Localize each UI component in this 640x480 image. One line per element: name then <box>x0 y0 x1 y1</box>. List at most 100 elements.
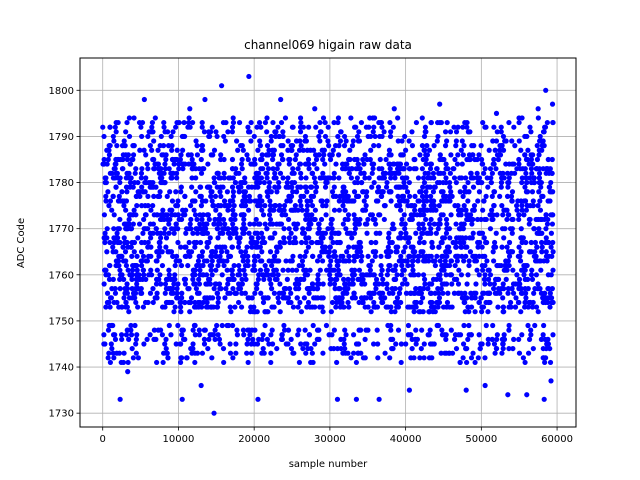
data-point <box>185 124 191 130</box>
data-point <box>162 129 168 135</box>
outlier-point <box>463 387 469 393</box>
data-point <box>303 175 309 181</box>
data-point <box>491 161 497 167</box>
data-point <box>201 341 208 347</box>
data-point <box>119 198 125 204</box>
data-point <box>224 267 230 273</box>
data-point <box>130 156 136 163</box>
data-point <box>259 249 265 255</box>
data-point <box>198 156 204 163</box>
data-point <box>235 244 242 250</box>
data-point <box>287 198 293 204</box>
data-point <box>138 170 145 176</box>
data-point <box>416 198 422 204</box>
data-point <box>506 212 512 218</box>
data-point <box>468 175 474 181</box>
data-point <box>283 184 289 190</box>
data-point <box>511 336 517 342</box>
data-point <box>215 299 221 306</box>
data-point <box>506 322 512 329</box>
data-point <box>327 244 333 250</box>
data-point <box>180 327 186 333</box>
data-point <box>536 226 542 232</box>
data-point <box>343 332 349 338</box>
data-point <box>499 244 505 250</box>
data-point <box>387 119 393 126</box>
data-point <box>382 295 388 301</box>
data-point <box>405 203 411 209</box>
data-point <box>121 138 127 144</box>
data-point <box>549 253 555 259</box>
data-point <box>134 203 140 209</box>
data-point <box>222 226 228 232</box>
data-point <box>325 226 331 232</box>
data-point <box>286 286 293 292</box>
data-point <box>180 212 186 218</box>
data-point <box>277 309 283 315</box>
data-point <box>550 212 556 218</box>
data-point <box>416 221 422 227</box>
data-point <box>209 258 215 264</box>
outlier-point <box>376 396 382 402</box>
data-point <box>332 230 338 236</box>
data-point <box>536 179 542 186</box>
data-point <box>125 327 131 333</box>
data-point <box>209 295 216 301</box>
data-point <box>110 350 116 356</box>
data-point <box>105 156 111 163</box>
data-point <box>206 133 212 140</box>
data-point <box>236 281 242 287</box>
data-point <box>242 272 248 278</box>
data-point <box>242 179 248 186</box>
data-point <box>410 267 416 273</box>
data-point <box>340 221 346 227</box>
data-point <box>341 189 347 195</box>
data-point <box>126 336 132 342</box>
data-point <box>531 253 537 259</box>
data-point <box>224 189 231 195</box>
data-point <box>420 175 427 181</box>
data-point <box>103 304 109 310</box>
data-point <box>346 304 352 310</box>
data-point <box>311 286 317 292</box>
data-point <box>109 207 115 213</box>
data-point <box>460 341 467 347</box>
data-point <box>297 299 303 306</box>
data-point <box>192 198 198 204</box>
data-point <box>476 299 482 306</box>
data-point <box>419 115 425 121</box>
data-point <box>298 119 304 126</box>
data-point <box>390 161 396 167</box>
data-point <box>386 147 393 153</box>
data-point <box>516 244 522 250</box>
data-point <box>240 230 246 236</box>
data-point <box>159 152 165 158</box>
outlier-point <box>493 110 500 116</box>
data-point <box>506 262 512 269</box>
data-point <box>319 244 326 250</box>
data-point <box>464 281 470 287</box>
data-point <box>289 170 295 176</box>
data-point <box>269 286 275 292</box>
data-point <box>149 184 155 190</box>
data-point <box>498 184 504 190</box>
data-point <box>539 239 545 246</box>
data-point <box>230 189 236 195</box>
data-point <box>254 170 260 176</box>
data-point <box>405 322 412 329</box>
data-point <box>482 281 488 287</box>
data-point <box>273 267 279 273</box>
data-point <box>389 286 395 292</box>
data-point <box>458 244 464 250</box>
data-point <box>444 299 451 306</box>
data-point <box>244 341 250 347</box>
data-point <box>281 239 287 246</box>
data-point <box>246 230 252 236</box>
data-point <box>290 189 296 195</box>
data-point <box>424 230 430 236</box>
data-point <box>506 239 513 246</box>
data-point <box>479 262 485 269</box>
data-point <box>239 290 245 296</box>
data-point <box>365 216 371 223</box>
data-point <box>485 184 491 190</box>
